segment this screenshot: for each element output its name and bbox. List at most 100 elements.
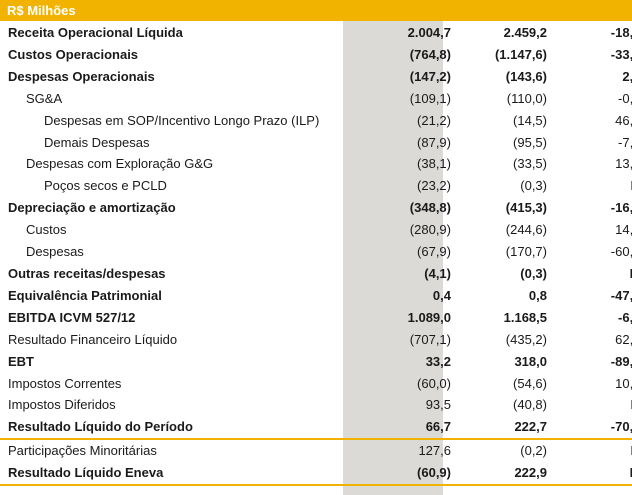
value-variation: -6,8% <box>618 309 632 325</box>
value-current: (707,1) <box>409 331 451 347</box>
row-label: Resultado Líquido Eneva <box>0 462 351 487</box>
row-label: Custos <box>26 222 67 238</box>
row-label: Despesas <box>26 244 84 260</box>
value-previous: (95,5) <box>513 134 547 150</box>
value-variation: 46,1% <box>615 112 632 128</box>
table-row: Resultado Líquido Eneva(60,9)222,9N/A <box>0 462 632 487</box>
value-current: 1.089,0 <box>407 309 451 325</box>
row-label: Equivalência Patrimonial <box>8 287 162 303</box>
financial-table: Receita Operacional Líquida 2.004,7 2.459,… <box>0 22 632 487</box>
value-previous: 318,0 <box>514 353 547 369</box>
value-previous: 222,7 <box>457 416 553 441</box>
value-variation: N/A <box>553 462 632 487</box>
table-row: Resultado Líquido do Período 66,7 222,7 -70… <box>0 416 632 441</box>
table-row: EBITDA ICVM 527/12 1.089,0 1.168,5 -6,8% <box>0 307 632 329</box>
value-current: 66,7 <box>351 416 457 441</box>
value-current: (764,8) <box>409 46 451 62</box>
value-variation: N/A <box>553 394 632 416</box>
value-previous: (0,3) <box>520 265 547 281</box>
value-previous: (415,3) <box>505 200 547 216</box>
row-label: Custos Operacionais <box>8 46 139 62</box>
table-row: Despesas em SOP/Incentivo Longo Prazo (I… <box>0 110 632 132</box>
value-current: (60,9) <box>351 462 457 487</box>
table-row: Poços secos e PCLD (23,2) (0,3) N/A <box>0 175 632 197</box>
row-label: Poços secos e PCLD <box>44 178 167 194</box>
value-previous: (14,5) <box>513 112 547 128</box>
value-variation: N/A <box>553 263 632 285</box>
value-current: (4,1) <box>424 265 451 281</box>
value-previous: (1.147,6) <box>494 46 547 62</box>
value-previous: (54,6) <box>513 375 547 391</box>
row-label: Participações Minoritárias <box>8 443 157 459</box>
value-current: (87,9) <box>417 134 451 150</box>
row-label: Impostos Diferidos <box>8 397 116 413</box>
value-current: (109,1) <box>409 90 451 106</box>
value-previous: (244,6) <box>505 222 547 238</box>
value-previous: (40,8) <box>513 397 547 413</box>
value-previous: (0,3) <box>520 178 547 194</box>
value-current: 33,2 <box>425 353 451 369</box>
row-label: Demais Despesas <box>44 134 150 150</box>
row-label: SG&A <box>26 90 63 106</box>
value-variation: -33,4% <box>610 46 632 62</box>
row-label: Outras receitas/despesas <box>8 265 166 281</box>
value-variation: N/A <box>553 175 632 197</box>
value-variation: 14,8% <box>615 222 632 238</box>
table-row: Despesas com Exploração G&G (38,1) (33,5) 1… <box>0 153 632 175</box>
value-variation: -7,9% <box>618 134 632 150</box>
unit-title: R$ Milhões <box>7 3 76 18</box>
value-variation: -47,4% <box>610 287 632 303</box>
row-label: Impostos Correntes <box>8 375 122 391</box>
value-current: (280,9) <box>409 222 451 238</box>
value-current: (67,9) <box>417 244 451 260</box>
table-row: Resultado Financeiro Líquido (707,1) (435,… <box>0 329 632 351</box>
table-row: Participações Minoritárias 127,6 (0,2) N/A <box>0 439 632 462</box>
row-label: Despesas com Exploração G&G <box>26 156 214 172</box>
value-variation: -16,0% <box>610 200 632 216</box>
row-label: EBITDA ICVM 527/12 <box>8 309 136 325</box>
value-variation: 2,5% <box>622 68 632 84</box>
value-current: (348,8) <box>409 200 451 216</box>
row-label: EBT <box>8 353 34 369</box>
value-current: 93,5 <box>425 397 451 413</box>
table-row: Despesas (67,9) (170,7) -60,2% <box>0 241 632 263</box>
table-row: Custos Operacionais (764,8) (1.147,6) -33,4… <box>0 44 632 66</box>
value-current: (60,0) <box>417 375 451 391</box>
table-row: SG&A (109,1) (110,0) -0,8% <box>0 88 632 110</box>
value-previous: (435,2) <box>505 331 547 347</box>
table-row: Impostos Correntes (60,0) (54,6) 10,0% <box>0 373 632 395</box>
table-row: Outras receitas/despesas (4,1) (0,3) N/A <box>0 263 632 285</box>
value-variation: N/A <box>553 439 632 462</box>
table-row: Custos (280,9) (244,6) 14,8% <box>0 219 632 241</box>
table-row: Depreciação e amortização (348,8) (415,3) -… <box>0 197 632 219</box>
value-current: 0,4 <box>432 287 451 303</box>
value-previous: 0,8 <box>528 287 547 303</box>
value-current: 2.004,7 <box>407 25 451 40</box>
value-variation: -89,6% <box>610 353 632 369</box>
value-previous: 2.459,2 <box>503 25 547 40</box>
row-label: Resultado Líquido do Período <box>0 416 351 441</box>
value-variation: -18,5% <box>610 25 632 40</box>
value-current: (23,2) <box>417 178 451 194</box>
value-current: (21,2) <box>417 112 451 128</box>
value-previous: (33,5) <box>513 156 547 172</box>
value-variation: -60,2% <box>610 244 632 260</box>
value-previous: 1.168,5 <box>503 309 547 325</box>
value-current: (38,1) <box>417 156 451 172</box>
value-previous: (0,2) <box>520 443 547 459</box>
table-row: Receita Operacional Líquida 2.004,7 2.459,… <box>0 22 632 44</box>
table-row: Demais Despesas (87,9) (95,5) -7,9% <box>0 132 632 154</box>
table-row: Equivalência Patrimonial 0,4 0,8 -47,4% <box>0 285 632 307</box>
value-previous: (170,7) <box>505 244 547 260</box>
value-variation: 13,8% <box>615 156 632 172</box>
row-label: Resultado Financeiro Líquido <box>8 331 178 347</box>
value-variation: -0,8% <box>618 90 632 106</box>
row-label: Despesas em SOP/Incentivo Longo Prazo (I… <box>44 112 320 128</box>
highlight-column <box>343 21 443 495</box>
value-variation: -70,0% <box>553 416 632 441</box>
value-previous: (110,0) <box>506 90 547 106</box>
value-current: 127,6 <box>418 443 451 459</box>
value-variation: 10,0% <box>615 375 632 391</box>
table-row: EBT 33,2 318,0 -89,6% <box>0 351 632 373</box>
